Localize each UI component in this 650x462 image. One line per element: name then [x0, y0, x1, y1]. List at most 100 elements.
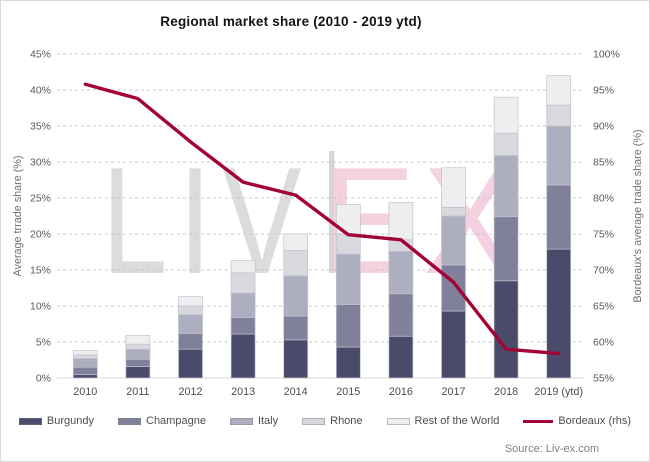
segment-champagne [546, 184, 572, 250]
right-axis-tick-label: 70% [593, 265, 614, 277]
x-axis-label: 2015 [336, 386, 360, 398]
right-axis-tick-label: 80% [593, 193, 614, 205]
segment-rhone [125, 343, 151, 350]
legend-item-champagne: Champagne [118, 415, 206, 427]
segment-rest-of-the-world [441, 167, 466, 208]
segment-italy [388, 250, 414, 295]
segment-italy [72, 358, 98, 368]
left-axis-tick-label: 5% [36, 337, 51, 349]
segment-champagne [178, 333, 203, 350]
left-axis-tick-label: 45% [30, 49, 51, 61]
left-axis-tick-label: 40% [30, 85, 51, 97]
left-axis-tick-label: 0% [36, 373, 51, 385]
segment-italy [125, 348, 151, 360]
segment-rest-of-the-world [335, 204, 361, 235]
legend-item-burgundy: Burgundy [18, 415, 94, 427]
legend-item-rest-of-the-world: Rest of the World [386, 415, 500, 427]
x-axis-label: 2019 (ytd) [534, 386, 583, 398]
legend-item-bordeaux-rhs: Bordeaux (rhs) [523, 415, 631, 427]
bar-2012 [178, 296, 203, 379]
segment-rhone [546, 104, 572, 127]
segment-champagne [125, 358, 151, 367]
segment-burgundy [546, 248, 572, 379]
segment-rhone [283, 250, 309, 277]
legend-line-swatch [523, 419, 554, 423]
left-axis-tick-label: 20% [30, 229, 51, 241]
bordeaux-line [83, 82, 561, 356]
segment-champagne [230, 317, 256, 335]
x-axis-label: 2012 [178, 386, 202, 398]
segment-rest-of-the-world [283, 233, 309, 251]
segment-burgundy [493, 280, 519, 379]
segment-champagne [283, 315, 309, 341]
bar-2013 [230, 260, 256, 379]
segment-burgundy [441, 310, 466, 379]
x-axis-label: 2014 [284, 386, 308, 398]
left-axis-tick-label: 10% [30, 301, 51, 313]
bar-2019 (ytd) [546, 75, 572, 379]
bar-2015 [335, 204, 361, 379]
x-axis-label: 2017 [441, 386, 465, 398]
right-axis-tick-label: 90% [593, 121, 614, 133]
bar-2017 [441, 167, 466, 379]
left-axis-title: Average trrade share (%) [12, 155, 24, 276]
right-axis-tick-label: 55% [593, 373, 614, 385]
segment-italy [493, 155, 519, 218]
legend-label: Italy [257, 415, 279, 427]
watermark-liv: LIV [102, 136, 313, 305]
legend-item-italy: Italy [229, 415, 279, 427]
right-axis-tick-label: 95% [593, 85, 614, 97]
bar-2011 [125, 335, 151, 379]
x-axis-label: 2013 [231, 386, 255, 398]
left-axis-tick-label: 35% [30, 121, 51, 133]
watermark-divider [329, 151, 335, 273]
segment-rest-of-the-world [546, 75, 572, 106]
chart-title: Regional market share (2010 - 2019 ytd) [160, 14, 422, 29]
right-axis-title: Bordeaux's average trade share (%) [632, 129, 644, 302]
bar-2014 [283, 233, 309, 379]
left-axis-tick-label: 30% [30, 157, 51, 169]
chart-legend: Burgundy Champagne Italy Rhone Rest of the W… [1, 415, 649, 427]
segment-italy [335, 253, 361, 305]
segment-burgundy [335, 346, 361, 379]
legend-label: Rhone [330, 415, 363, 427]
segment-rest-of-the-world [178, 296, 203, 307]
left-axis-tick-label: 15% [30, 265, 51, 277]
segment-rest-of-the-world [388, 201, 414, 241]
segment-burgundy [72, 374, 98, 379]
segment-rest-of-the-world [230, 260, 256, 274]
segment-italy [230, 292, 256, 318]
x-axis-label: 2018 [494, 386, 518, 398]
legend-swatch [118, 417, 141, 425]
source-credit: Source: Liv-ex.com [504, 443, 599, 455]
legend-label: Burgundy [46, 415, 94, 427]
legend-label: Rest of the World [414, 415, 500, 427]
segment-champagne [493, 216, 519, 282]
segment-rest-of-the-world [493, 96, 519, 134]
segment-rhone [178, 305, 203, 315]
legend-label: Champagne [146, 415, 206, 427]
right-axis-tick-label: 75% [593, 229, 614, 241]
segment-italy [441, 215, 466, 266]
regional-market-share-chart: LIV EX0% 55%5% 60%10% 65%15% 70%20% 75%25% 80%3… [12, 49, 644, 399]
segment-burgundy [178, 348, 203, 379]
legend-swatch [386, 417, 410, 425]
segment-italy [178, 314, 203, 334]
segment-rest-of-the-world [125, 335, 151, 345]
segment-burgundy [230, 333, 256, 379]
segment-burgundy [388, 335, 414, 379]
segment-rhone [72, 354, 98, 359]
right-axis-tick-label: 100% [593, 49, 620, 61]
legend-swatch [18, 417, 42, 425]
legend-swatch [229, 417, 253, 425]
bar-2018 [493, 96, 519, 379]
segment-champagne [388, 293, 414, 337]
segment-champagne [335, 304, 361, 348]
left-axis-tick-label: 25% [30, 193, 51, 205]
segment-rhone [493, 132, 519, 156]
legend-swatch [302, 417, 326, 425]
legend-label: Bordeaux (rhs) [558, 415, 632, 427]
right-axis-tick-label: 85% [593, 157, 614, 169]
right-axis-tick-label: 65% [593, 301, 614, 313]
